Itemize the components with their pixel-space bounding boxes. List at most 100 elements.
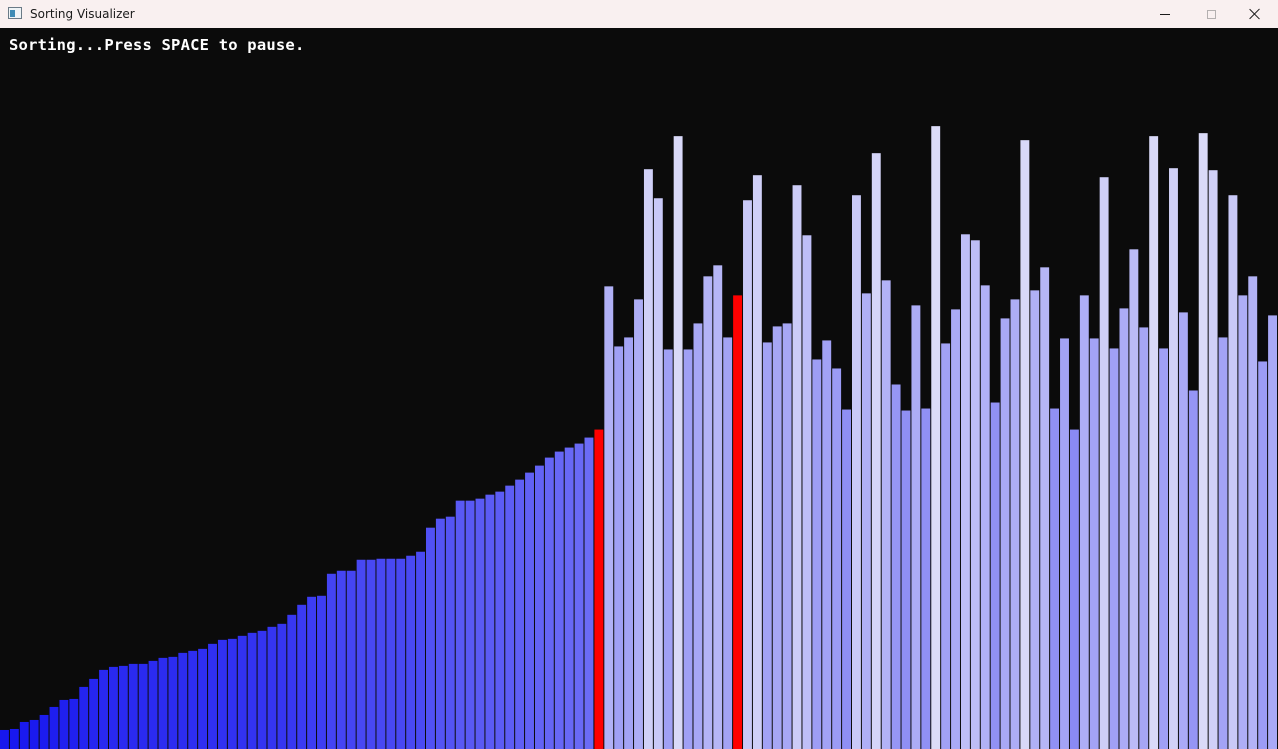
bar — [366, 559, 376, 749]
bar — [79, 686, 89, 749]
bar — [1129, 249, 1139, 749]
bar — [683, 349, 693, 749]
bar — [396, 558, 406, 749]
bar — [703, 276, 713, 749]
bar — [386, 558, 396, 749]
bar — [1268, 315, 1277, 749]
bar — [69, 698, 79, 749]
bar — [168, 656, 178, 749]
bar — [782, 323, 792, 749]
bar — [901, 410, 911, 749]
bar — [217, 639, 227, 749]
bar — [485, 494, 495, 749]
bar — [158, 657, 168, 749]
bar — [19, 721, 29, 749]
bar — [554, 451, 564, 749]
bar — [693, 323, 703, 749]
bar — [534, 465, 544, 749]
bar — [1040, 267, 1050, 749]
bar — [495, 491, 505, 749]
bar — [0, 729, 9, 749]
bar — [604, 286, 614, 749]
bar — [802, 235, 812, 749]
bar — [128, 663, 138, 749]
bar — [1010, 299, 1020, 749]
bar — [891, 384, 901, 749]
bar — [1208, 170, 1218, 749]
bar — [1060, 338, 1069, 749]
bar — [1218, 337, 1228, 749]
bar — [713, 265, 723, 749]
bar — [29, 719, 39, 749]
active-bar — [594, 429, 604, 749]
bar — [960, 234, 970, 749]
bar — [1050, 408, 1060, 749]
bar — [544, 457, 554, 749]
bar — [198, 648, 208, 749]
bar — [59, 699, 69, 749]
bar — [564, 447, 574, 749]
bar — [653, 198, 663, 749]
bar — [237, 635, 247, 749]
bar — [772, 326, 782, 749]
bar — [317, 595, 326, 749]
bar — [9, 728, 19, 749]
bar — [435, 518, 445, 749]
bar — [99, 669, 108, 749]
bar — [743, 200, 752, 749]
bar — [980, 285, 990, 749]
bar — [505, 485, 515, 749]
bar — [475, 498, 485, 749]
bar — [1188, 390, 1198, 749]
status-message: Sorting...Press SPACE to pause. — [9, 36, 305, 54]
window-title: Sorting Visualizer — [30, 7, 135, 21]
bar — [277, 623, 287, 749]
title-bar[interactable]: Sorting Visualizer — [0, 0, 1278, 28]
bar — [574, 443, 584, 749]
bar — [326, 573, 336, 749]
bar — [1020, 140, 1030, 749]
bar — [1178, 312, 1188, 749]
bar — [426, 527, 435, 749]
bar — [931, 126, 941, 749]
maximize-icon — [1206, 9, 1216, 19]
bar — [445, 516, 455, 749]
bar — [406, 555, 416, 749]
bar — [1198, 133, 1208, 749]
bar — [1119, 308, 1129, 749]
bar — [1069, 429, 1079, 749]
bar — [208, 643, 217, 749]
bar — [832, 368, 842, 749]
bar — [673, 136, 683, 749]
bar — [643, 169, 653, 749]
close-button[interactable] — [1232, 0, 1278, 28]
bar — [1000, 318, 1010, 749]
bar — [951, 309, 960, 749]
bar — [1149, 136, 1159, 749]
bar — [118, 665, 128, 749]
bar — [297, 604, 307, 749]
bar — [287, 614, 297, 749]
bar — [49, 706, 59, 749]
bar — [752, 175, 762, 749]
bar — [515, 479, 525, 749]
maximize-button[interactable] — [1188, 0, 1234, 28]
bar — [861, 293, 871, 749]
minimize-button[interactable] — [1142, 0, 1188, 28]
bar — [138, 663, 148, 749]
bar — [455, 500, 465, 749]
bar — [1228, 195, 1238, 749]
bar — [1099, 177, 1109, 749]
bar — [1169, 168, 1178, 749]
bar — [1030, 290, 1040, 749]
bar — [108, 666, 118, 749]
bar — [356, 559, 366, 749]
active-bar — [733, 295, 743, 749]
bar — [921, 408, 931, 749]
bar — [911, 305, 921, 749]
bar — [336, 570, 346, 749]
bar — [970, 240, 980, 749]
bar — [1258, 361, 1268, 749]
minimize-icon — [1160, 13, 1170, 15]
bar — [1109, 348, 1119, 749]
